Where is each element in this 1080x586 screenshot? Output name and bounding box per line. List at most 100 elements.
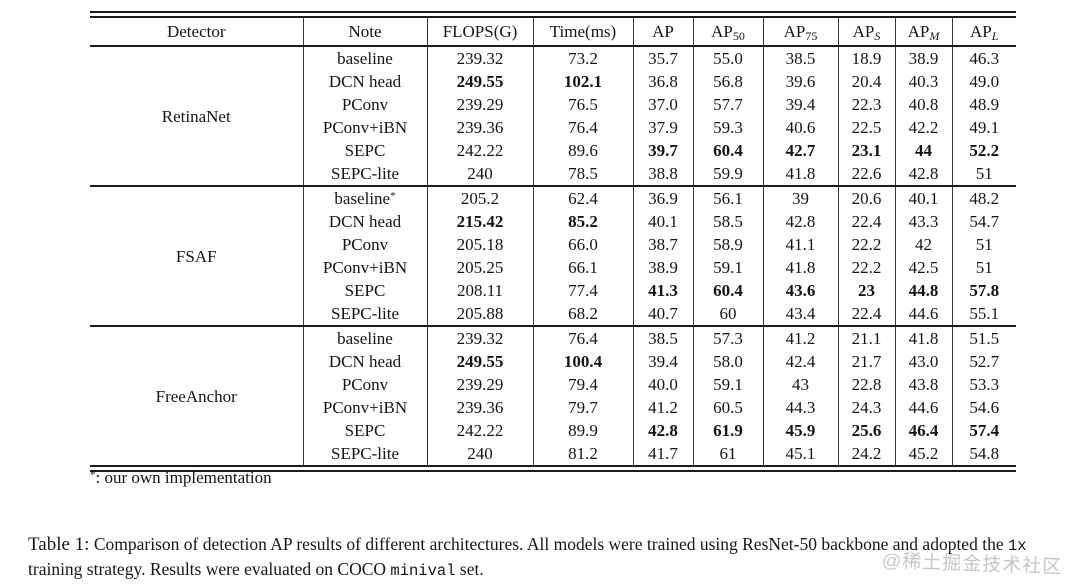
note-cell: SEPC-lite	[303, 162, 428, 186]
col-header-label: AP	[711, 22, 733, 41]
aps-cell: 22.8	[838, 373, 896, 396]
table-row: PConv 205.18 66.0 38.7 58.9 41.1 22.2 42 51	[90, 233, 1016, 256]
cell-value: 22.2	[851, 235, 882, 254]
cell-value: 38.9	[648, 258, 678, 277]
cell-value: 51	[975, 235, 993, 254]
ap75-cell: 41.1	[763, 233, 839, 256]
ap50-cell: 58.9	[693, 233, 764, 256]
cell-value: 44.6	[908, 398, 939, 417]
ap50-cell: 59.9	[693, 162, 764, 186]
cell-value: 44.8	[908, 281, 939, 300]
col-header-label: AP	[970, 22, 992, 41]
cell-value: 43.4	[785, 304, 816, 323]
cell-value: 23	[858, 281, 875, 300]
ap75-cell: 41.8	[763, 256, 839, 279]
aps-cell: 21.7	[838, 350, 896, 373]
cell-value: 44.3	[785, 398, 816, 417]
cell-value: 54.6	[969, 398, 1000, 417]
cell-value: 55.0	[713, 49, 743, 68]
ap75-cell: 43.4	[763, 302, 839, 326]
apl-cell: 51	[952, 233, 1016, 256]
cell-value: 24.2	[851, 444, 882, 463]
apm-cell: 42.5	[895, 256, 953, 279]
detector-cell: FSAF	[90, 185, 304, 326]
flops-cell: 242.22	[427, 139, 534, 162]
apl-cell: 54.7	[952, 210, 1016, 233]
cell-value: SEPC	[344, 141, 386, 160]
cell-value: SEPC	[344, 421, 386, 440]
ap50-cell: 61	[693, 442, 764, 465]
cell-value: 49.1	[969, 118, 1000, 137]
cell-value: 57.7	[713, 95, 743, 114]
aps-cell: 22.5	[838, 116, 896, 139]
footnote: *: our own implementation	[90, 468, 272, 488]
apl-cell: 51.5	[952, 325, 1016, 350]
cell-value: 242.22	[456, 421, 504, 440]
aps-cell: 23.1	[838, 139, 896, 162]
time-cell: 89.6	[533, 139, 634, 162]
aps-cell: 20.6	[838, 185, 896, 210]
flops-cell: 240	[427, 162, 534, 186]
col-header-label: AP	[652, 22, 674, 41]
time-cell: 78.5	[533, 162, 634, 186]
ap50-cell: 59.1	[693, 256, 764, 279]
aps-cell: 22.3	[838, 93, 896, 116]
table-row: SEPC-lite 205.88 68.2 40.7 60 43.4 22.4 44.6 55.…	[90, 302, 1016, 326]
note-cell: baseline	[303, 325, 428, 350]
cell-value: PConv+iBN	[322, 398, 408, 417]
cell-value: 239.29	[456, 95, 504, 114]
ap75-cell: 45.1	[763, 442, 839, 465]
cell-value: 22.3	[851, 95, 882, 114]
flops-cell: 249.55	[427, 350, 534, 373]
cell-value: 59.1	[713, 258, 743, 277]
cell-value: 59.3	[713, 118, 743, 137]
cell-value: 40.8	[908, 95, 939, 114]
ap-cell: 40.0	[633, 373, 694, 396]
ap75-cell: 39.6	[763, 70, 839, 93]
ap50-cell: 58.5	[693, 210, 764, 233]
cell-value: 73.2	[568, 49, 598, 68]
col-header-apl: APL	[952, 18, 1016, 47]
cell-value: 239.32	[456, 49, 504, 68]
ap-cell: 38.9	[633, 256, 694, 279]
ap75-cell: 39	[763, 185, 839, 210]
time-cell: 77.4	[533, 279, 634, 302]
time-cell: 68.2	[533, 302, 634, 326]
cell-value: 57.8	[969, 281, 1000, 300]
cell-value: 100.4	[563, 352, 603, 371]
apm-cell: 44.6	[895, 396, 953, 419]
col-header-aps: APS	[838, 18, 896, 47]
table-row: PConv+iBN 205.25 66.1 38.9 59.1 41.8 22.2 42.5 5…	[90, 256, 1016, 279]
cell-value: 57.4	[969, 421, 1000, 440]
note-cell: SEPC	[303, 419, 428, 442]
footnote-text: : our own implementation	[95, 468, 272, 487]
cell-value: 40.6	[785, 118, 816, 137]
apl-cell: 49.1	[952, 116, 1016, 139]
cell-value: 42.4	[785, 352, 816, 371]
apm-cell: 43.8	[895, 373, 953, 396]
cell-value: 43.0	[908, 352, 939, 371]
cell-value: 79.4	[568, 375, 598, 394]
ap75-cell: 43.6	[763, 279, 839, 302]
cell-value: 41.1	[785, 235, 816, 254]
cell-value: baseline	[337, 329, 393, 348]
ap75-cell: 41.8	[763, 162, 839, 186]
apm-cell: 41.8	[895, 325, 953, 350]
flops-cell: 249.55	[427, 70, 534, 93]
apl-cell: 48.2	[952, 185, 1016, 210]
cell-value: 239.36	[456, 398, 504, 417]
cell-value: 215.42	[456, 212, 504, 231]
col-header-apm: APM	[895, 18, 953, 47]
ap50-cell: 61.9	[693, 419, 764, 442]
apm-cell: 42.2	[895, 116, 953, 139]
time-cell: 81.2	[533, 442, 634, 465]
ap50-cell: 56.1	[693, 185, 764, 210]
note-cell: baseline	[303, 46, 428, 70]
ap50-cell: 57.7	[693, 93, 764, 116]
cell-value: 42	[915, 235, 932, 254]
cell-value: 77.4	[568, 281, 598, 300]
aps-cell: 24.3	[838, 396, 896, 419]
cell-value: 40.1	[908, 189, 939, 208]
cell-value: 43.3	[908, 212, 939, 231]
ap50-cell: 59.3	[693, 116, 764, 139]
